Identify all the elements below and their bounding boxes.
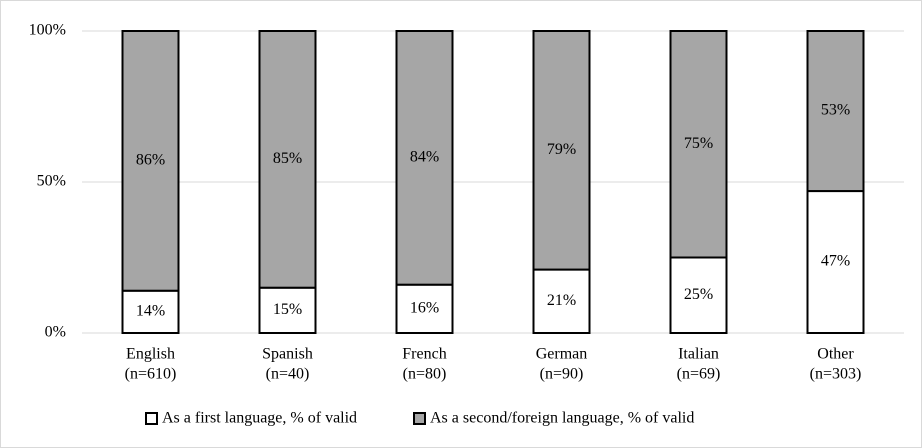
- x-tick-label: (n=610): [125, 366, 177, 383]
- legend-swatch: [413, 412, 426, 425]
- data-label: 75%: [684, 135, 713, 152]
- bar-segment: [806, 30, 865, 193]
- bar-segment: [532, 268, 591, 334]
- data-label: 86%: [136, 152, 165, 169]
- bar-segment: [395, 283, 454, 334]
- x-tick-label: (n=69): [677, 366, 721, 383]
- bar-segment: [258, 30, 317, 289]
- x-tick-label: Spanish: [262, 346, 313, 363]
- bar-segment: [806, 190, 865, 334]
- x-tick-label: English: [126, 346, 175, 363]
- bar-segment: [121, 30, 180, 292]
- bar-segment: [395, 30, 454, 286]
- data-label: 16%: [410, 300, 439, 317]
- data-label: 47%: [821, 253, 850, 270]
- legend-label: As a second/foreign language, % of valid: [430, 410, 694, 427]
- x-tick-label: French: [402, 346, 446, 363]
- bar-segment: [258, 286, 317, 335]
- data-label: 84%: [410, 149, 439, 166]
- y-tick-label: 50%: [37, 173, 66, 190]
- legend-swatch: [145, 412, 158, 425]
- y-tick-label: 0%: [45, 324, 66, 341]
- data-label: 14%: [136, 303, 165, 320]
- bar-segment: [669, 30, 728, 259]
- data-label: 53%: [821, 102, 850, 119]
- x-tick-label: German: [536, 346, 588, 363]
- x-tick-label: (n=80): [403, 366, 447, 383]
- x-tick-label: Italian: [678, 346, 719, 363]
- y-tick-label: 100%: [29, 22, 66, 39]
- legend-label: As a first language, % of valid: [162, 410, 357, 427]
- data-label: 21%: [547, 292, 576, 309]
- data-label: 15%: [273, 301, 302, 318]
- data-label: 85%: [273, 150, 302, 167]
- x-tick-label: (n=303): [810, 366, 862, 383]
- data-label: 79%: [547, 141, 576, 158]
- x-tick-label: Other: [817, 346, 854, 363]
- x-tick-label: (n=90): [540, 366, 584, 383]
- x-tick-label: (n=40): [266, 366, 310, 383]
- data-label: 25%: [684, 286, 713, 303]
- bar-segment: [532, 30, 591, 271]
